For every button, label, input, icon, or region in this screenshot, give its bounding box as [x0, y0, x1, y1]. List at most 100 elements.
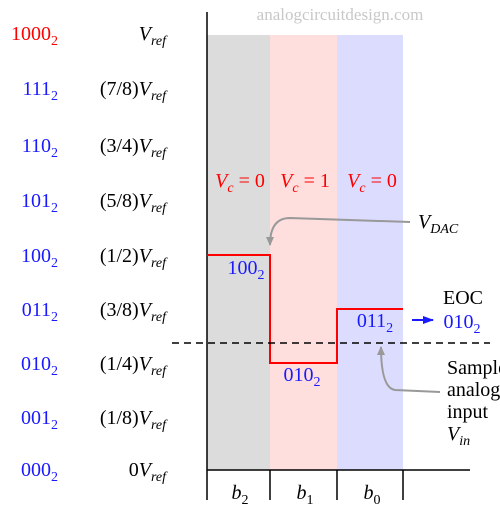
text-part: b	[297, 482, 307, 504]
text-part: 2	[51, 201, 58, 216]
text-part: (5/8)	[100, 190, 139, 212]
text-part: 1000	[11, 23, 51, 45]
code-label: 0102	[21, 353, 58, 379]
text-part: 011	[22, 299, 51, 321]
text-part: 100	[21, 245, 51, 267]
comparison: Vc = 0	[215, 170, 265, 196]
text-part: 011	[357, 310, 386, 332]
input-label: Vin	[447, 423, 470, 449]
text-part: 010	[284, 364, 314, 386]
code-label: 0012	[21, 407, 58, 433]
text-part: (7/8)	[100, 78, 139, 100]
text-part: 0	[374, 493, 381, 508]
arrow	[377, 346, 441, 393]
text-part: = 0	[371, 170, 397, 192]
code-label: 10002	[11, 23, 58, 49]
text-part: V	[139, 23, 154, 45]
text-part: c	[227, 181, 234, 196]
text-part: V	[139, 353, 154, 375]
phase-bg	[270, 35, 337, 470]
text-part: 2	[314, 375, 321, 390]
text-part: V	[139, 135, 154, 157]
code-label: 1002	[21, 245, 58, 271]
text-part: V	[139, 245, 154, 267]
text-part: ref	[151, 256, 168, 271]
voltage-label: (7/8)Vref	[100, 78, 168, 104]
text-part: 100	[228, 257, 258, 279]
code-label: 1102	[22, 135, 58, 161]
text-part: (1/4)	[100, 353, 139, 375]
text-part: ref	[151, 89, 168, 104]
text-part: 0	[129, 459, 139, 481]
text-part: (1/8)	[100, 407, 139, 429]
code-label: 0002	[21, 459, 58, 485]
step-code: 0102	[284, 364, 321, 390]
text-part: V	[418, 211, 433, 233]
text-part: V	[139, 190, 154, 212]
step-code: 0112	[357, 310, 393, 336]
text-part: 2	[51, 256, 58, 271]
text-part: 2	[51, 470, 58, 485]
text-part: V	[139, 407, 154, 429]
text-part: ref	[151, 470, 168, 485]
comparison: Vc = 0	[347, 170, 397, 196]
code-label: 0112	[22, 299, 58, 325]
text-part: b	[232, 482, 242, 504]
text-part: b	[364, 482, 374, 504]
text-part: 110	[22, 135, 51, 157]
text-part: ref	[151, 418, 168, 433]
text-part: DAC	[429, 222, 459, 237]
text-part: 2	[51, 89, 58, 104]
text-part: 2	[51, 364, 58, 379]
text-part: 010	[21, 353, 51, 375]
text-part: V	[139, 299, 154, 321]
text-part: 001	[21, 407, 51, 429]
text-part: 2	[51, 146, 58, 161]
text-part: (3/8)	[100, 299, 139, 321]
text-part: 2	[51, 310, 58, 325]
text-part: (1/2)	[100, 245, 139, 267]
text-part: V	[347, 170, 362, 192]
text-part: input	[447, 401, 489, 423]
text-part: Sampled	[447, 357, 500, 379]
text-part: 101	[21, 190, 51, 212]
text-part: ref	[151, 146, 168, 161]
voltage-label: (1/4)Vref	[100, 353, 168, 379]
text-part: c	[292, 181, 299, 196]
text-part: 111	[22, 78, 51, 100]
text-part: 2	[242, 493, 249, 508]
text-part: ref	[151, 310, 168, 325]
code-label: 1112	[22, 78, 58, 104]
voltage-label: 0Vref	[129, 459, 168, 485]
text-part: = 1	[304, 170, 330, 192]
phase-bg	[207, 35, 270, 470]
text-part: 2	[51, 418, 58, 433]
code-label: 1012	[21, 190, 58, 216]
input-label: Sampled	[447, 357, 500, 379]
text-part: 2	[474, 322, 481, 337]
text-part: c	[359, 181, 366, 196]
dac-staircase	[207, 254, 403, 364]
text-part: analog	[447, 379, 500, 401]
text-part: V	[280, 170, 295, 192]
text-part: 000	[21, 459, 51, 481]
text-part: = 0	[239, 170, 265, 192]
voltage-label: (3/4)Vref	[100, 135, 168, 161]
bit-label: b0	[364, 482, 381, 508]
dac-label: VDAC	[418, 211, 459, 237]
text-part: 2	[258, 268, 265, 283]
text-part: EOC	[443, 287, 483, 309]
watermark: analogcircuitdesign.com	[257, 5, 424, 24]
text-part: V	[447, 423, 462, 445]
voltage-label: (5/8)Vref	[100, 190, 168, 216]
bit-label: b2	[232, 482, 249, 508]
text-part: 010	[444, 311, 474, 333]
text-part: V	[215, 170, 230, 192]
voltage-label: Vref	[139, 23, 168, 49]
text-part: 2	[51, 34, 58, 49]
phase-bg	[337, 35, 403, 470]
eoc-code: 0102	[444, 311, 481, 337]
voltage-label: (1/8)Vref	[100, 407, 168, 433]
voltage-label: (3/8)Vref	[100, 299, 168, 325]
